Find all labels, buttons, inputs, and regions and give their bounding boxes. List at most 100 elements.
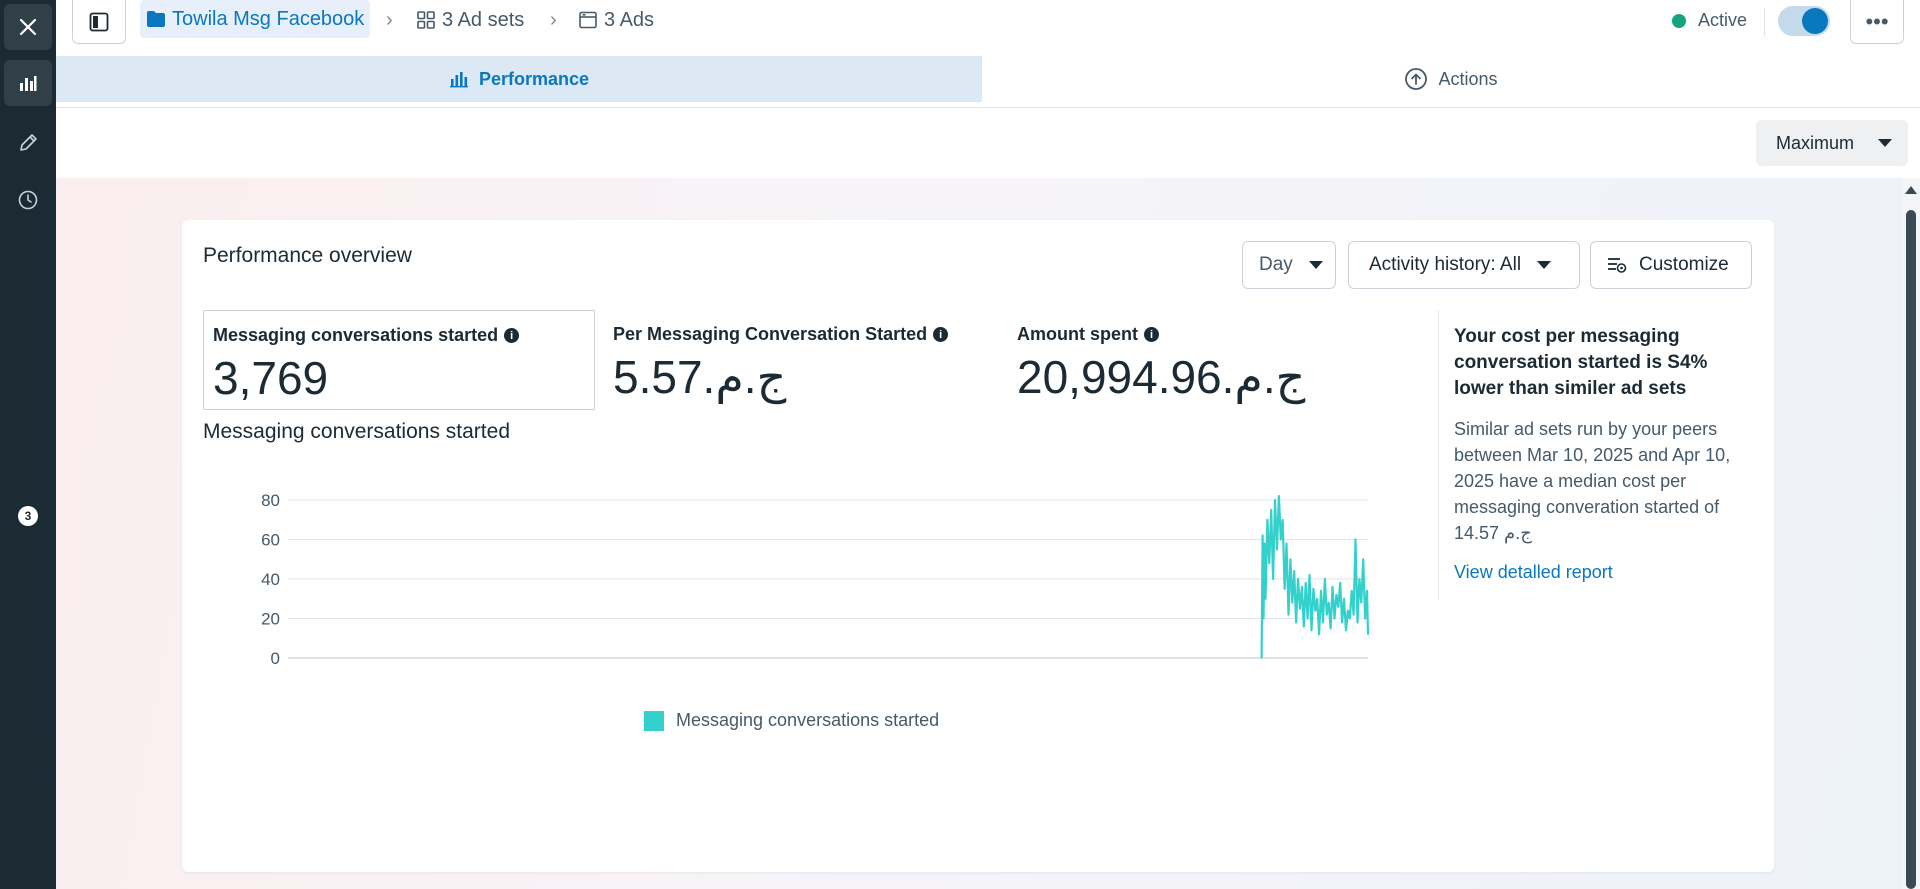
tab-actions[interactable]: Actions	[982, 56, 1920, 102]
breadcrumb-adsets[interactable]: 3 Ad sets	[416, 0, 524, 40]
metric-label: Per Messaging Conversation Started i	[613, 324, 949, 345]
y-tick-label: 80	[261, 491, 280, 510]
data-point	[1310, 629, 1313, 632]
pencil-icon	[20, 134, 37, 151]
info-icon[interactable]: i	[504, 328, 520, 343]
granularity-dropdown[interactable]: Day	[1242, 241, 1336, 289]
grid-icon	[416, 10, 436, 30]
info-icon[interactable]: i	[933, 327, 949, 342]
data-point	[1276, 548, 1278, 551]
data-point	[1360, 601, 1363, 604]
y-tick-label: 20	[261, 610, 280, 629]
tab-performance-label: Performance	[478, 68, 590, 89]
data-point	[1263, 542, 1266, 545]
date-range-select[interactable]: Maximum	[1756, 120, 1908, 166]
data-point	[1331, 586, 1334, 588]
y-tick-label: 40	[261, 570, 280, 589]
chevron-right-icon: ›	[550, 9, 557, 31]
metric-conversations[interactable]: Messaging conversations started i 3,769	[203, 310, 595, 410]
rail-count-badge[interactable]: 3	[18, 506, 38, 526]
breadcrumb-campaign[interactable]: Towila Msg Facebook	[140, 0, 371, 38]
tab-actions-label: Actions	[1438, 68, 1498, 89]
line-chart: 0 20 40 60 80 Mar 10, 2022 Dec 17, 2022 Sep 25,…	[238, 491, 1393, 670]
data-point	[1308, 574, 1311, 576]
info-icon[interactable]: i	[1144, 327, 1159, 342]
left-rail: 3	[0, 0, 56, 889]
sidebar-panel-icon	[89, 12, 109, 31]
date-range-value: Maximum	[1776, 132, 1855, 153]
x-tick-label: Sep 25, 2023	[777, 669, 878, 670]
tab-performance[interactable]: Performance	[56, 56, 982, 102]
x-tick-label: Jul 3, 2024	[1056, 669, 1139, 670]
data-point	[1299, 607, 1301, 610]
metric-amount-spent[interactable]: Amount spent i 20,994.96.ج.م	[1008, 310, 1388, 410]
ad-window-icon	[578, 10, 598, 30]
data-point	[1312, 588, 1315, 590]
active-toggle[interactable]	[1778, 6, 1830, 36]
more-options-button[interactable]: •••	[1850, 0, 1904, 44]
metric-value: 20,994.96.ج.م	[1017, 351, 1306, 403]
data-point	[1333, 617, 1336, 620]
data-point	[1327, 601, 1330, 604]
data-point	[1287, 613, 1290, 616]
data-point	[1281, 519, 1284, 521]
data-point	[1324, 578, 1326, 580]
data-point	[1366, 590, 1368, 592]
data-point	[1364, 617, 1366, 620]
data-point	[1362, 558, 1364, 561]
status-dot	[1672, 13, 1686, 28]
data-point	[1262, 617, 1265, 620]
data-point	[1316, 598, 1318, 600]
data-point	[1329, 627, 1332, 630]
data-point	[1349, 617, 1351, 620]
chevron-right-icon: ›	[386, 9, 393, 31]
data-point	[1314, 609, 1317, 612]
metric-value: 3,769	[213, 352, 329, 404]
customize-button[interactable]: Customize	[1590, 241, 1752, 289]
data-point	[1261, 534, 1264, 537]
breadcrumb-adsets-label: 3 Ad sets	[442, 8, 525, 31]
actions-icon	[1404, 67, 1428, 91]
data-point	[1322, 621, 1324, 624]
close-button[interactable]	[4, 4, 52, 50]
scrollbar[interactable]	[1902, 178, 1920, 889]
breadcrumb-ads-label: 3 Ads	[604, 8, 655, 31]
rail-performance-button[interactable]	[4, 60, 52, 106]
data-point	[1274, 499, 1276, 501]
data-point	[1337, 605, 1340, 608]
metric-label-text: Messaging conversations started	[213, 325, 499, 345]
x-tick-label: Dec 17, 2022	[507, 669, 608, 670]
x-tick-label: Apr 10, 2025	[1319, 669, 1393, 670]
data-point	[1280, 538, 1282, 541]
activity-history-dropdown[interactable]: Activity history: All	[1348, 241, 1580, 289]
legend-label: Messaging conversations started	[676, 710, 940, 730]
clock-icon	[18, 190, 38, 210]
scroll-up-arrow-icon[interactable]	[1905, 186, 1917, 194]
metric-cost-per-conversation[interactable]: Per Messaging Conversation Started i 5.5…	[604, 310, 984, 410]
insight-divider	[1438, 310, 1439, 600]
data-point	[1352, 613, 1355, 616]
insight-title: Your cost per messaging conversation sta…	[1454, 326, 1708, 399]
data-point	[1278, 495, 1280, 497]
scrollbar-thumb[interactable]	[1906, 210, 1916, 889]
data-point	[1283, 588, 1286, 590]
data-point	[1295, 621, 1297, 624]
data-point	[1264, 598, 1267, 600]
bar-chart-icon	[20, 76, 37, 91]
metric-label-text: Per Messaging Conversation Started	[613, 324, 928, 344]
x-tick-label: Mar 10, 2022	[238, 669, 338, 670]
folder-icon	[146, 10, 166, 28]
breadcrumb-campaign-label: Towila Msg Facebook	[172, 7, 365, 30]
rail-history-button[interactable]	[4, 177, 52, 223]
data-point	[1358, 578, 1361, 580]
view-report-link[interactable]: View detalled report	[1454, 562, 1613, 582]
data-point	[1268, 562, 1271, 564]
chart-legend[interactable]: Messaging conversations started	[644, 710, 939, 731]
panel-toggle-button[interactable]	[72, 0, 126, 44]
customize-icon	[1607, 256, 1627, 274]
data-point	[1285, 542, 1288, 545]
breadcrumb-ads[interactable]: 3 Ads	[578, 0, 654, 40]
caret-down-icon	[1308, 261, 1323, 269]
rail-edit-button[interactable]	[4, 120, 52, 166]
data-point	[1350, 590, 1353, 592]
